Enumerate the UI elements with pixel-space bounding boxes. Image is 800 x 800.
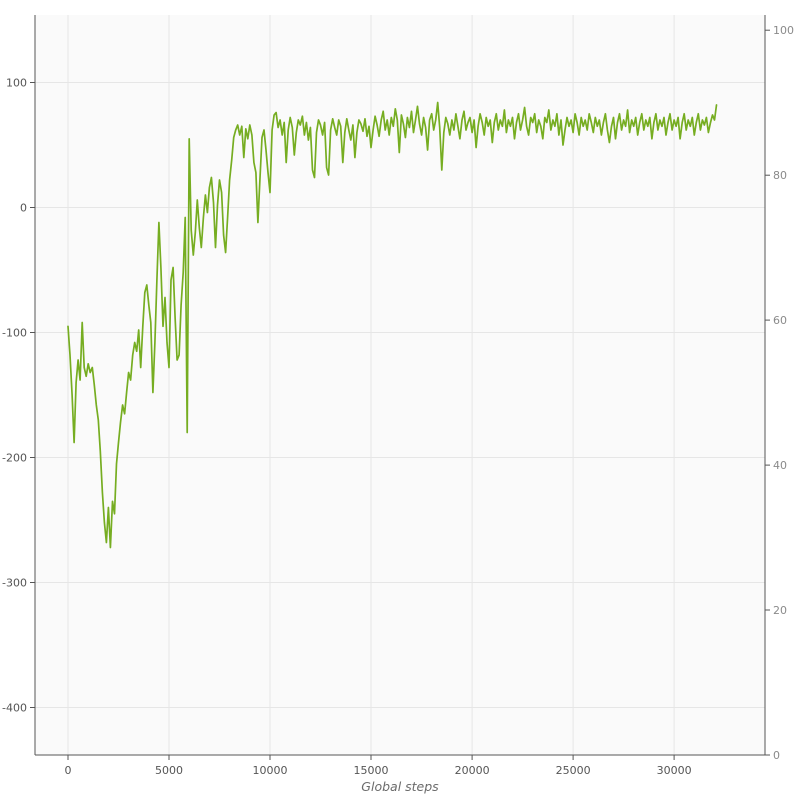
y-right-tick-label: 80: [773, 169, 787, 182]
x-tick-label: 15000: [354, 764, 389, 777]
y-left-tick-label: -200: [2, 452, 27, 465]
y-right-tick-label: 40: [773, 459, 787, 472]
series-line-episode-reward: [67, 101, 718, 549]
x-tick-label: 10000: [253, 764, 288, 777]
y-left-tick-label: -300: [2, 577, 27, 590]
y-left-tick-label: 100: [6, 77, 27, 90]
y-right-tick-label: 0: [773, 749, 780, 762]
y-left-tick-label: -400: [2, 702, 27, 715]
x-tick-label: 25000: [556, 764, 591, 777]
y-left-tick-label: -100: [2, 327, 27, 340]
x-tick-label: 20000: [455, 764, 490, 777]
y-right-tick-label: 60: [773, 314, 787, 327]
y-right-tick-label: 100: [773, 24, 794, 37]
y-left-tick-label: 0: [20, 202, 27, 215]
x-tick-label: 5000: [155, 764, 183, 777]
x-tick-label: 0: [65, 764, 72, 777]
x-tick-label: 30000: [657, 764, 692, 777]
x-axis-label: Global steps: [361, 779, 439, 794]
y-right-tick-label: 20: [773, 604, 787, 617]
